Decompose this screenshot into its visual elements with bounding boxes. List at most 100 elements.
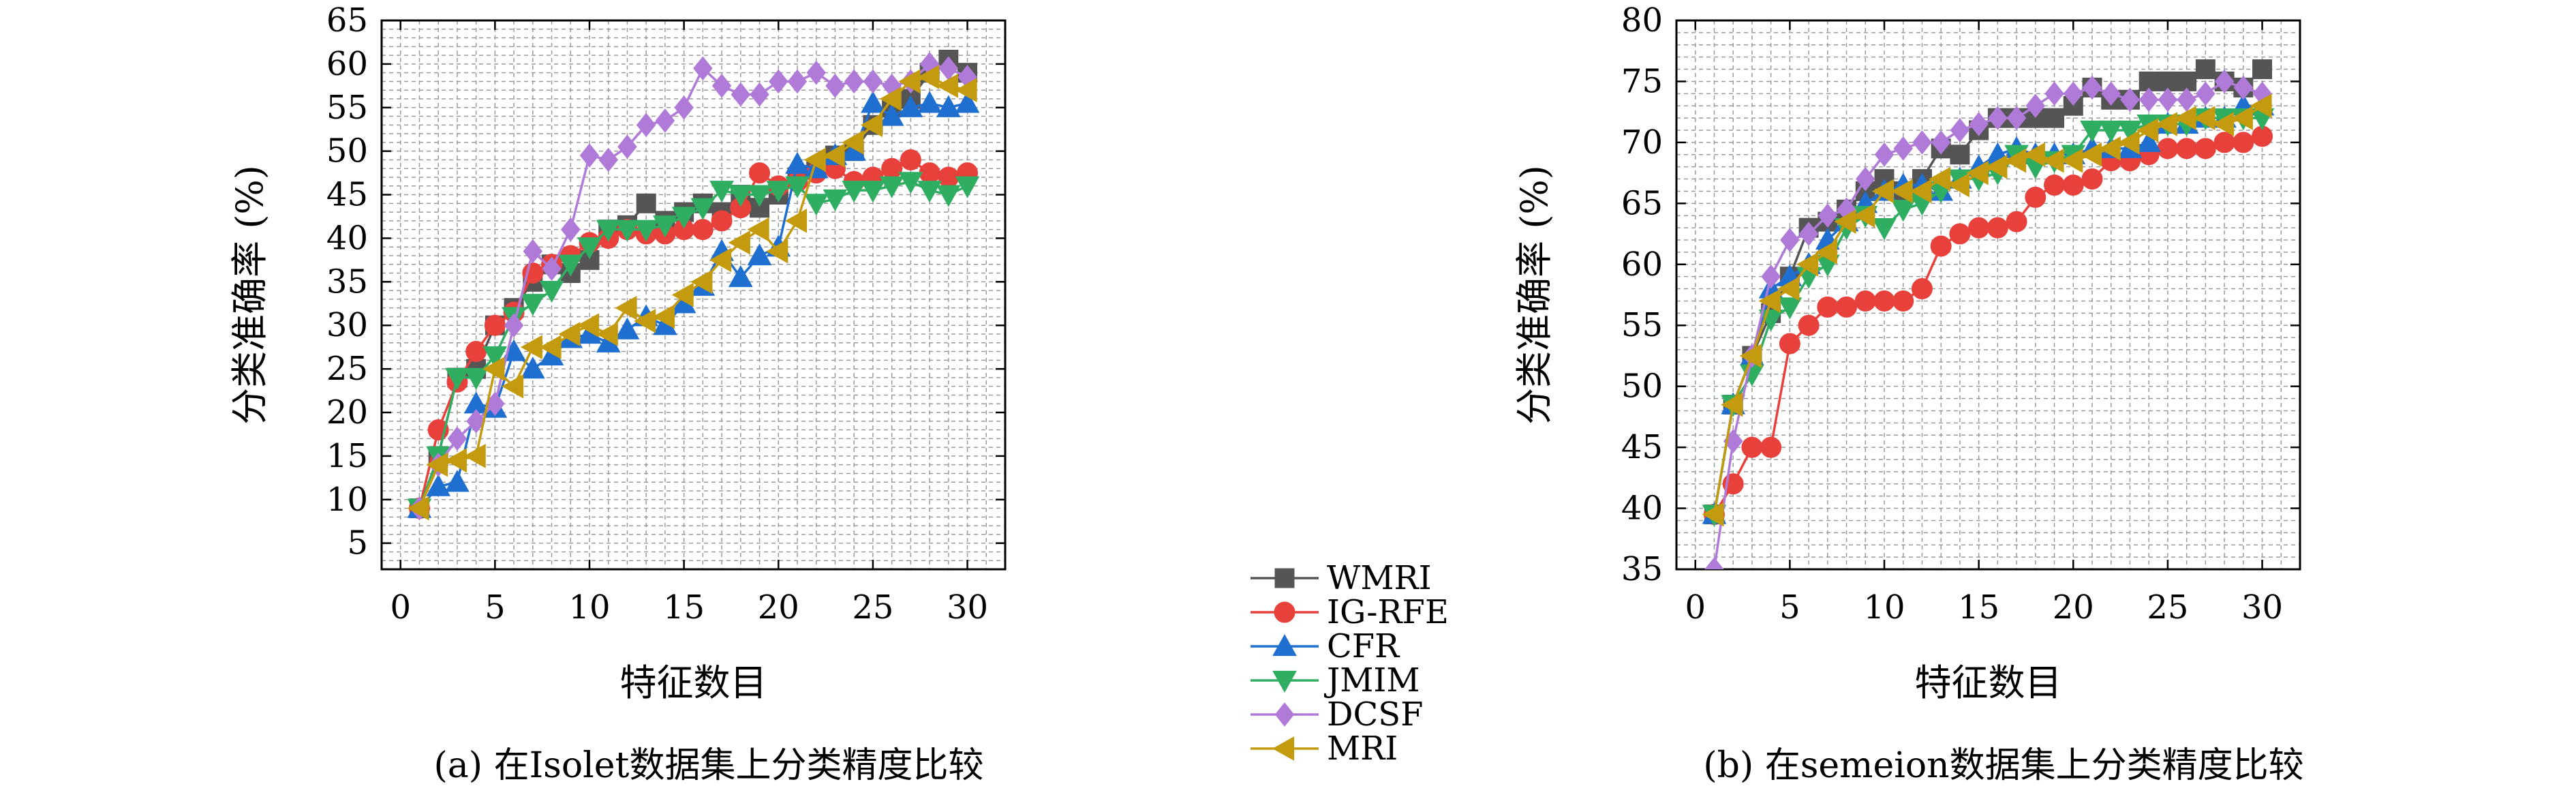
- legend-marker: [1272, 670, 1297, 693]
- data-point: [709, 247, 732, 273]
- data-point: [636, 193, 656, 213]
- data-point: [919, 162, 940, 184]
- y-tick-label: 75: [1621, 62, 1663, 100]
- data-point: [936, 73, 958, 98]
- data-point: [747, 243, 772, 266]
- legend-item: MRI: [1251, 730, 1398, 768]
- data-point: [1777, 276, 1800, 301]
- data-point: [861, 181, 885, 203]
- chart-caption: (b) 在semeion数据集上分类精度比较: [1703, 745, 2303, 786]
- data-point: [1912, 130, 1932, 155]
- y-tick-label: 20: [326, 393, 368, 432]
- data-point: [671, 282, 694, 307]
- data-point: [466, 408, 486, 434]
- data-point: [520, 357, 545, 379]
- chart-caption: (a) 在Isolet数据集上分类精度比较: [434, 745, 984, 786]
- data-point: [1760, 436, 1782, 458]
- data-point: [558, 254, 583, 277]
- data-point: [1817, 296, 1839, 318]
- data-point: [1950, 145, 1970, 165]
- data-point: [463, 367, 489, 390]
- data-point: [938, 166, 960, 188]
- data-point: [1779, 333, 1800, 355]
- data-point: [747, 217, 769, 242]
- legend-marker: [1274, 702, 1295, 727]
- data-point: [769, 69, 788, 94]
- data-point: [2064, 81, 2083, 106]
- data-point: [634, 308, 656, 333]
- data-point: [1758, 288, 1781, 314]
- data-point: [728, 265, 753, 288]
- data-point: [2044, 81, 2064, 106]
- data-point: [917, 181, 942, 203]
- data-point: [898, 172, 923, 194]
- series-dcsf: [1704, 69, 2272, 569]
- x-tick-label: 25: [2147, 588, 2188, 627]
- data-point: [598, 147, 618, 172]
- data-point: [728, 185, 753, 207]
- data-point: [2117, 120, 2143, 143]
- data-point: [1836, 296, 1858, 318]
- data-point: [1798, 314, 1820, 336]
- data-point: [482, 346, 508, 368]
- data-point: [426, 474, 451, 496]
- data-point: [1834, 209, 1856, 235]
- data-point: [2006, 106, 2027, 130]
- data-point: [860, 112, 883, 138]
- data-point: [655, 108, 675, 133]
- data-point: [898, 95, 923, 117]
- data-point: [1988, 106, 2008, 130]
- data-point: [1815, 240, 1837, 265]
- data-point: [2155, 112, 2178, 136]
- data-point: [1929, 166, 1951, 192]
- legend-item: WMRI: [1251, 559, 1432, 597]
- data-point: [542, 256, 562, 281]
- data-point: [1741, 436, 1763, 458]
- legend-label: CFR: [1327, 627, 1400, 665]
- data-point: [2194, 138, 2216, 160]
- data-point: [711, 210, 733, 232]
- data-point: [653, 215, 677, 238]
- data-point: [465, 341, 487, 363]
- data-point: [2233, 75, 2254, 100]
- data-point: [2213, 132, 2235, 153]
- data-point: [617, 134, 637, 160]
- data-point: [2230, 106, 2253, 130]
- data-point: [825, 74, 845, 98]
- data-point: [2044, 175, 2066, 196]
- data-point: [955, 91, 980, 113]
- legend-label: DCSF: [1327, 695, 1423, 734]
- data-point: [1739, 344, 1762, 368]
- data-point: [2117, 130, 2140, 155]
- data-point: [634, 220, 659, 242]
- x-tick-label: 0: [1685, 588, 1706, 627]
- data-point: [784, 209, 808, 233]
- data-point: [2080, 120, 2104, 143]
- data-point: [2195, 59, 2215, 80]
- data-point: [520, 294, 545, 316]
- data-point: [2136, 118, 2159, 142]
- data-point: [2136, 130, 2162, 152]
- y-tick-label: 45: [1621, 428, 1663, 466]
- x-axis-label: 特征数目: [1915, 661, 2062, 704]
- data-point: [2196, 81, 2215, 106]
- data-point: [844, 69, 864, 94]
- legend-item: JMIM: [1251, 661, 1420, 700]
- x-tick-label: 25: [852, 588, 893, 627]
- data-point: [1949, 223, 1971, 245]
- data-point: [955, 176, 980, 198]
- legend-item: CFR: [1251, 627, 1400, 665]
- legend-item: IG-RFE: [1251, 593, 1449, 631]
- data-point: [407, 496, 429, 521]
- data-point: [842, 130, 864, 155]
- y-tick-label: 60: [326, 45, 368, 83]
- data-point: [823, 189, 848, 211]
- data-point: [1968, 217, 1990, 239]
- data-point: [615, 295, 637, 320]
- legend-item: DCSF: [1251, 695, 1423, 734]
- data-point: [484, 314, 506, 336]
- legend-label: IG-RFE: [1327, 593, 1449, 631]
- data-point: [1853, 203, 1875, 228]
- data-point: [2214, 69, 2235, 94]
